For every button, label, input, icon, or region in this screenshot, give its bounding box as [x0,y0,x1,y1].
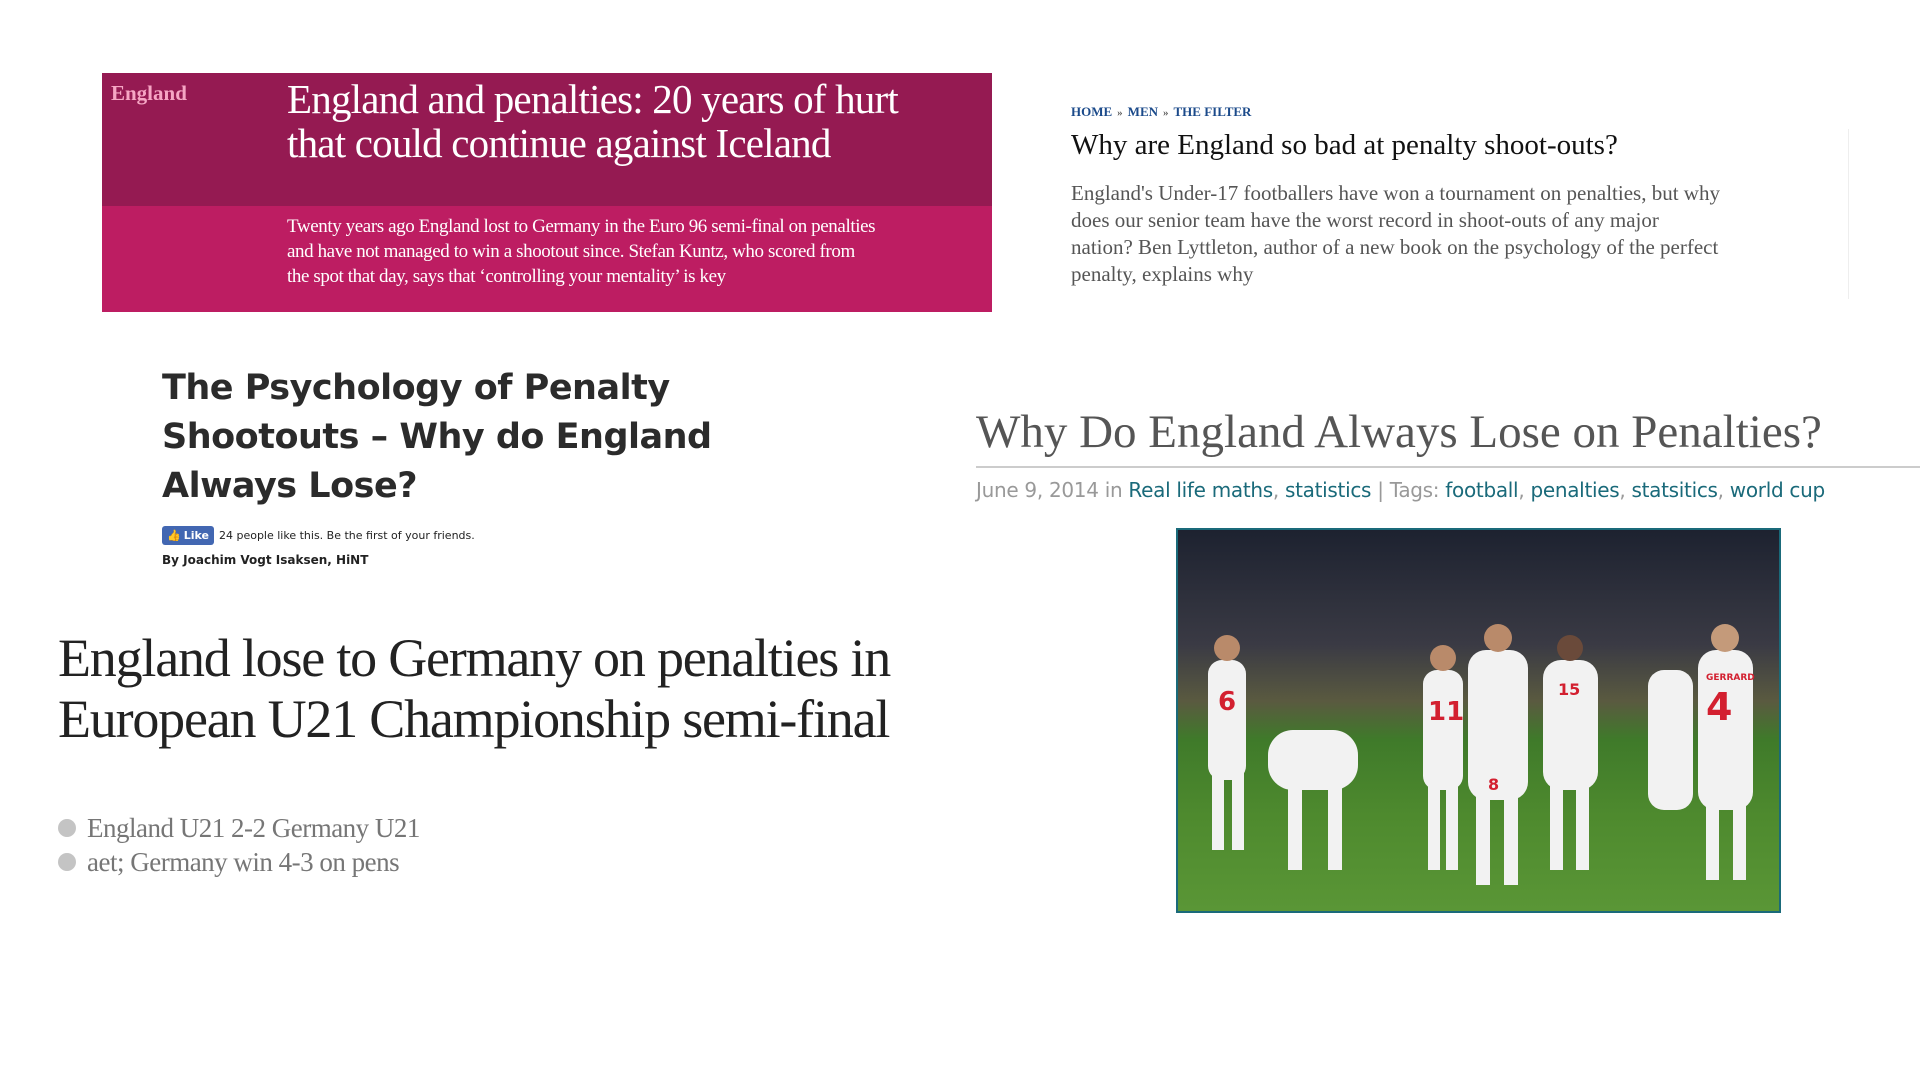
section-kicker[interactable]: England [111,81,187,105]
shirt-number: 4 [1706,685,1732,729]
tags-label: | Tags: [1371,478,1446,502]
england-players-photo: 6 11 8 15 4 GERRARD [1176,528,1781,913]
guardian-article-card[interactable]: England England and penalties: 20 years … [102,73,992,312]
hint-title[interactable]: The Psychology of Penalty Shootouts – Wh… [162,364,712,511]
title-line: Shootouts – Why do England [162,417,712,457]
shirt-number: 6 [1218,687,1236,717]
breadcrumb-separator: » [1163,107,1169,119]
like-button[interactable]: 👍 Like [162,526,214,545]
thumbs-up-icon: 👍 [167,529,181,542]
card-header-band [102,73,992,206]
title-line: The Psychology of Penalty [162,368,670,408]
tag-link[interactable]: football [1445,478,1519,502]
breadcrumb-the-filter[interactable]: THE FILTER [1173,104,1252,119]
like-count-text: 24 people like this. Be the first of you… [218,529,475,542]
summary-line: does our senior team have the worst reco… [1071,208,1659,232]
bullet-dot-icon [58,819,76,837]
telegraph-title[interactable]: Why are England so bad at penalty shoot-… [1071,129,1618,161]
breadcrumb-home[interactable]: HOME [1071,104,1113,119]
telegraph-summary: England's Under-17 footballers have won … [1071,180,1720,288]
bullet-text: England U21 2-2 Germany U21 [87,813,420,843]
breadcrumb-men[interactable]: MEN [1127,104,1159,119]
headline-line: England and penalties: 20 years of hurt [287,76,899,122]
blog-title[interactable]: Why Do England Always Lose on Penalties? [976,406,1822,458]
headline-line: England lose to Germany on penalties in [58,628,891,688]
list-item: England U21 2-2 Germany U21 [58,811,420,845]
standfirst-line: and have not managed to win a shootout s… [287,241,855,262]
article-headline[interactable]: England and penalties: 20 years of hurt … [287,76,899,166]
breadcrumb-separator: » [1117,107,1123,119]
breadcrumb: HOME » MEN » THE FILTER [1071,104,1251,120]
standfirst-line: Twenty years ago England lost to Germany… [287,216,876,237]
tag-link[interactable]: world cup [1729,478,1825,502]
bullet-text: aet; Germany win 4-3 on pens [87,847,400,877]
divider [1848,129,1849,299]
shirt-number: 8 [1488,775,1499,794]
bullet-list: England U21 2-2 Germany U21 aet; Germany… [58,811,420,879]
photo-illustration: 6 11 8 15 4 GERRARD [1208,624,1755,885]
bullet-dot-icon [58,853,76,871]
summary-line: penalty, explains why [1071,262,1254,286]
summary-line: nation? Ben Lyttleton, author of a new b… [1071,235,1719,259]
headline-line: European U21 Championship semi-final [58,689,890,749]
standfirst-line: the spot that day, says that ‘controllin… [287,266,726,287]
like-label: Like [183,529,209,542]
meta-text: in [1098,478,1129,502]
byline: By Joachim Vogt Isaksen, HiNT [162,553,369,567]
players [1208,650,1753,885]
facebook-like-widget: 👍 Like 24 people like this. Be the first… [162,526,475,545]
headline-line: that could continue against Iceland [287,120,831,166]
shirt-numbers: 6 11 8 15 4 GERRARD [1218,673,1755,794]
post-date: June 9, 2014 [976,478,1099,502]
list-item: aet; Germany win 4-3 on pens [58,845,420,879]
shirt-number: 11 [1428,697,1464,727]
post-meta: June 9, 2014 in Real life maths, statist… [976,478,1825,502]
category-link[interactable]: Real life maths [1128,478,1273,502]
category-link[interactable]: statistics [1285,478,1372,502]
tag-link[interactable]: statsitics [1631,478,1718,502]
article-standfirst: Twenty years ago England lost to Germany… [287,214,876,289]
summary-line: England's Under-17 footballers have won … [1071,181,1720,205]
tag-link[interactable]: penalties [1530,478,1620,502]
shirt-number: 15 [1558,680,1580,699]
u21-headline[interactable]: England lose to Germany on penalties in … [58,628,891,750]
title-line: Always Lose? [162,466,418,506]
shirt-name: GERRARD [1706,673,1755,683]
title-underline [976,466,1920,468]
